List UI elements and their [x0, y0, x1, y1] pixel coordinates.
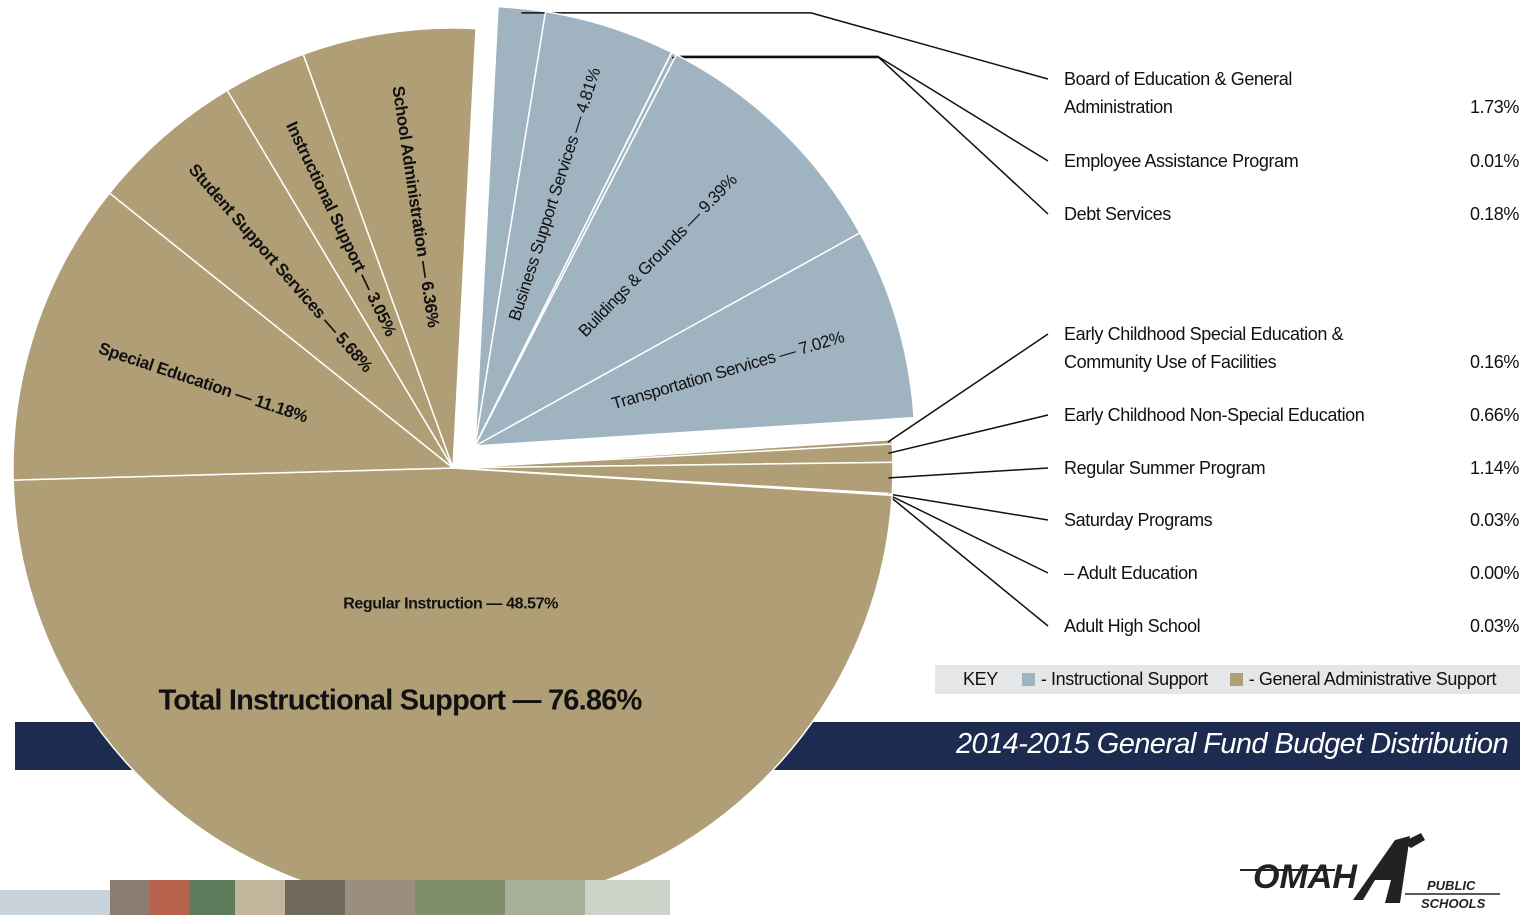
legend-item: - Instructional Support	[1021, 669, 1208, 690]
slice-value: — 48.57%	[486, 596, 558, 613]
callout-value: 1.14%	[1469, 458, 1519, 478]
callout: Saturday Programs 0.03%	[1064, 506, 1519, 534]
legend-swatch	[1229, 673, 1243, 686]
callout: Early Childhood Special Education & Comm…	[1064, 320, 1519, 376]
leader-line	[887, 333, 1049, 443]
callout-value: 0.66%	[1469, 405, 1519, 425]
callout-value: 0.03%	[1469, 616, 1519, 636]
callout-category: Board of Education & General Administrat…	[1064, 69, 1292, 117]
legend-label: - Instructional Support	[1040, 669, 1208, 689]
leader-line	[672, 56, 1049, 215]
legend: KEY - Instructional Support - General Adm…	[935, 665, 1520, 694]
legend-title: KEY	[963, 669, 998, 689]
annotation: Total Instructional Support — 76.86%	[158, 685, 642, 717]
callout-category: Saturday Programs	[1064, 510, 1213, 530]
callout-category: Employee Assistance Program	[1064, 151, 1299, 171]
callout-value: 1.73%	[1469, 97, 1519, 117]
callout-category: – Adult Education	[1064, 563, 1198, 583]
callout-category: Debt Services	[1064, 204, 1171, 224]
callout: – Adult Education 0.00%	[1064, 559, 1519, 587]
callout-category: Early Childhood Special Education & Comm…	[1064, 324, 1344, 372]
slice-category: Regular Instruction	[343, 596, 482, 613]
leader-line	[669, 55, 1049, 162]
logo-name: OMAH	[1253, 858, 1358, 896]
legend-item: - General Administrative Support	[1229, 669, 1497, 690]
slice-label: Regular Instruction — 48.57%	[343, 596, 558, 613]
pie-slice	[12, 191, 456, 481]
callout: Regular Summer Program 1.14%	[1064, 454, 1519, 482]
callout-value: 0.00%	[1469, 563, 1519, 583]
legend-swatch	[1021, 673, 1035, 686]
callout: Early Childhood Non-Special Education 0.6…	[1064, 401, 1519, 429]
callout-value: 0.03%	[1469, 510, 1519, 530]
logo: OMAH PUBLIC SCHOOLS	[1240, 833, 1500, 911]
leader-line	[888, 467, 1049, 479]
photo-strip	[0, 880, 670, 915]
pie-slice	[473, 53, 861, 448]
callout: Adult High School 0.03%	[1064, 612, 1519, 640]
callout-value: 0.18%	[1469, 204, 1519, 224]
leader-line	[887, 494, 1049, 627]
callout-category: Regular Summer Program	[1064, 458, 1266, 478]
legend-label: - General Administrative Support	[1248, 669, 1497, 689]
pie-slice	[108, 89, 454, 469]
callout: Board of Education & General Administrat…	[1064, 65, 1519, 121]
callout: Employee Assistance Program 0.01%	[1064, 147, 1519, 175]
callout-value: 0.16%	[1469, 352, 1519, 372]
callout-value: 0.01%	[1469, 151, 1519, 171]
leader-line	[521, 12, 1049, 80]
logo-line2: SCHOOLS	[1421, 896, 1486, 911]
leader-line	[888, 414, 1049, 455]
callout-category: Early Childhood Non-Special Education	[1064, 405, 1365, 425]
chart-title: 2014-2015 General Fund Budget Distributi…	[956, 728, 1509, 760]
leader-line	[887, 493, 1049, 521]
logo-line1: PUBLIC	[1427, 878, 1476, 893]
callout: Debt Services 0.18%	[1064, 200, 1519, 228]
callout-category: Adult High School	[1064, 616, 1201, 636]
pie-slice	[474, 231, 915, 447]
leader-line	[887, 493, 1049, 574]
pie-slice	[302, 27, 477, 469]
